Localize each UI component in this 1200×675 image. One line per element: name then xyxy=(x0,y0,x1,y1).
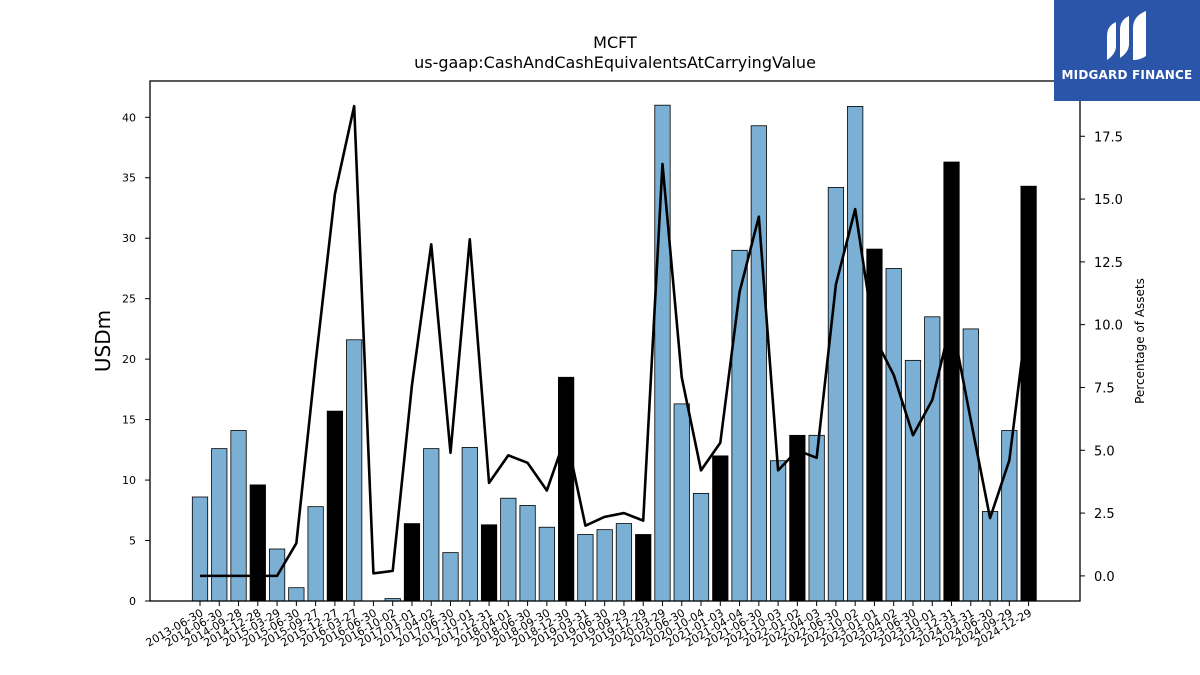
bar-highlight xyxy=(943,161,960,602)
y2-tick-label: 12.5 xyxy=(1094,256,1123,271)
y2-tick-label: 10.0 xyxy=(1094,319,1123,334)
bar xyxy=(673,403,690,602)
plot-frame xyxy=(149,80,1081,602)
y-tick-label: 10 xyxy=(122,474,136,487)
bar xyxy=(346,339,363,602)
y-tick-label: 0 xyxy=(129,595,136,608)
y2-axis-label: Percentage of Assets xyxy=(1133,278,1147,404)
bar xyxy=(577,534,594,602)
logo-mark-icon xyxy=(1107,11,1146,60)
y-tick-label: 30 xyxy=(122,232,136,245)
bar xyxy=(847,106,864,602)
y-tick-label: 5 xyxy=(129,535,136,548)
bar xyxy=(692,492,710,602)
y-axis-label: USDm xyxy=(91,310,115,372)
y-tick-label: 25 xyxy=(122,293,136,306)
bar-group xyxy=(191,104,1037,602)
bar xyxy=(885,268,902,602)
y-tick-label: 35 xyxy=(122,172,136,185)
bar-highlight xyxy=(480,524,498,602)
y-tick-label: 40 xyxy=(122,111,136,124)
logo-text: MIDGARD FINANCE xyxy=(1061,68,1193,82)
bar xyxy=(827,187,845,602)
chart-subtitle: us-gaap:CashAndCashEquivalentsAtCarrying… xyxy=(414,53,816,72)
y-tick-label: 15 xyxy=(122,414,136,427)
y2-tick-label: 7.5 xyxy=(1094,381,1115,396)
y2-tick-label: 2.5 xyxy=(1094,507,1115,522)
bar xyxy=(731,249,748,602)
bar xyxy=(538,526,555,602)
bar xyxy=(981,511,999,602)
bar xyxy=(307,506,324,602)
bar xyxy=(500,497,517,602)
bar-highlight xyxy=(789,434,806,602)
line-group xyxy=(200,104,1030,578)
bar xyxy=(904,359,922,602)
bar xyxy=(288,587,305,602)
bar xyxy=(191,496,209,602)
y2-tick-label: 5.0 xyxy=(1094,444,1115,459)
bar-highlight xyxy=(1020,185,1037,602)
brand-logo: MIDGARD FINANCE xyxy=(1054,0,1200,101)
bar xyxy=(461,447,478,602)
bar xyxy=(808,434,825,602)
percentage-line xyxy=(200,104,1030,578)
y-tick-label: 20 xyxy=(122,353,136,366)
bar xyxy=(924,316,941,602)
bar-highlight xyxy=(249,484,266,602)
bar xyxy=(519,505,536,602)
bar xyxy=(615,523,633,602)
y-axis-left: 0 5 10 15 20 25 30 35 40 xyxy=(122,111,150,608)
y-axis-right: 0.0 2.5 5.0 7.5 10.0 12.5 15.0 17.5 xyxy=(1080,130,1123,585)
bar-highlight xyxy=(326,410,343,602)
bar-highlight xyxy=(403,523,421,602)
bar xyxy=(442,552,459,602)
y2-tick-label: 15.0 xyxy=(1094,193,1123,208)
bar xyxy=(596,529,613,602)
chart-title: MCFT xyxy=(593,33,637,52)
y2-tick-label: 0.0 xyxy=(1094,570,1115,585)
bar xyxy=(423,448,440,602)
bar-highlight xyxy=(558,376,575,602)
y2-tick-label: 17.5 xyxy=(1094,130,1123,145)
bar-highlight xyxy=(635,534,652,602)
bar xyxy=(962,328,979,602)
bar xyxy=(211,448,228,602)
bar xyxy=(770,460,787,602)
x-axis: 2013-06-302014-06-302014-09-282014-12-28… xyxy=(144,601,1034,650)
bar-highlight xyxy=(712,455,729,602)
bar xyxy=(750,125,767,602)
